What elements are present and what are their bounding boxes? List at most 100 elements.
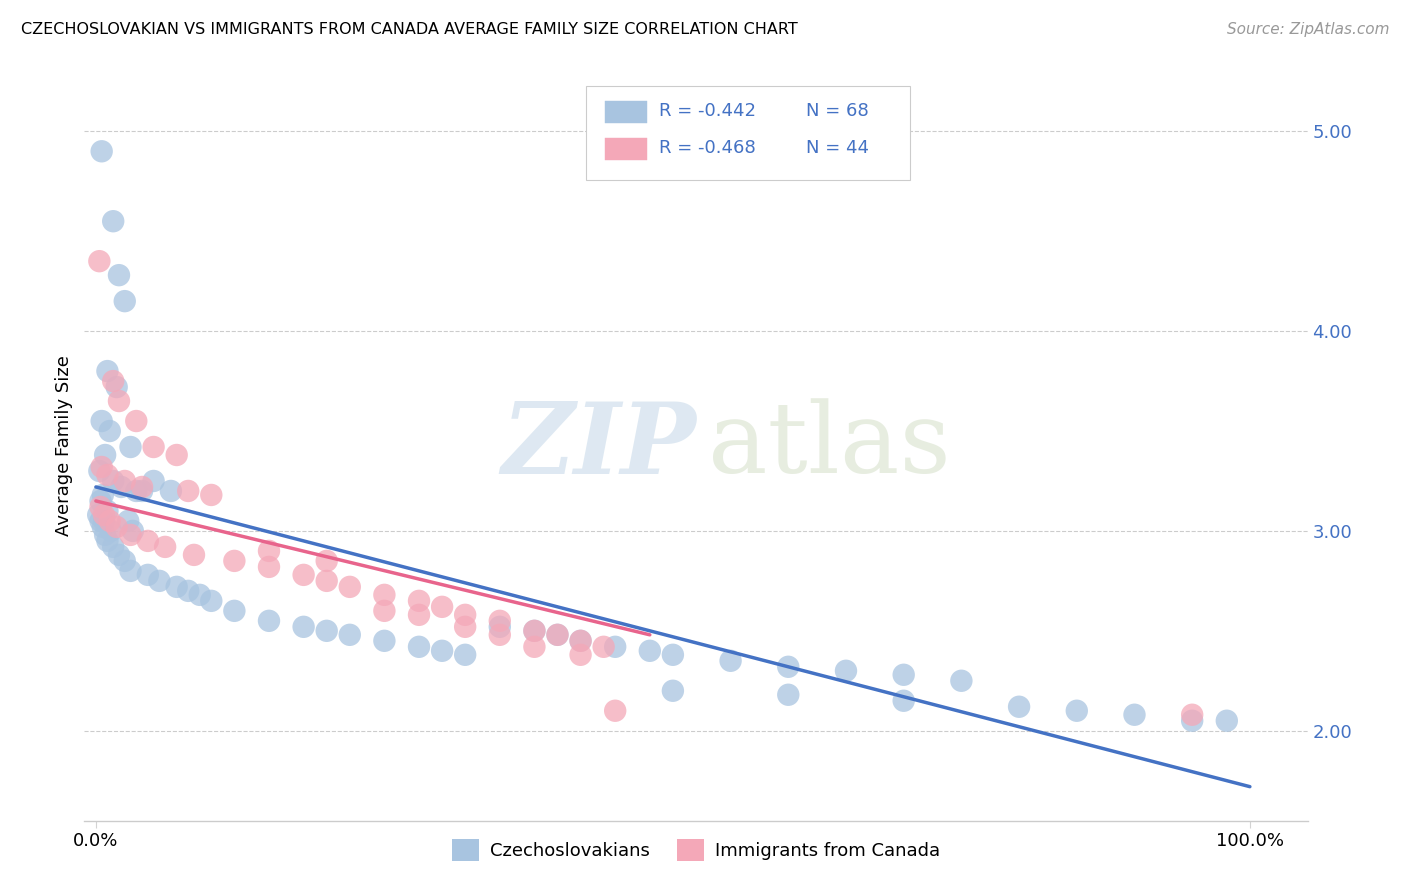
Point [89, 514, 111, 528]
Point [1216, 714, 1239, 728]
Text: N = 68: N = 68 [806, 102, 869, 120]
Point [108, 268, 131, 282]
Point [638, 644, 661, 658]
Point [373, 633, 395, 648]
Point [98, 424, 121, 438]
Point [166, 580, 188, 594]
Point [89, 494, 111, 508]
Point [408, 594, 430, 608]
Point [114, 474, 136, 488]
Point [523, 624, 546, 638]
Point [430, 599, 453, 614]
Point [257, 614, 280, 628]
Point [339, 580, 361, 594]
Point [1123, 707, 1146, 722]
Point [91, 520, 114, 534]
FancyBboxPatch shape [586, 87, 910, 180]
Point [315, 624, 337, 638]
Point [1008, 699, 1031, 714]
Point [488, 628, 510, 642]
Point [257, 544, 280, 558]
Point [100, 524, 122, 538]
Point [131, 483, 153, 498]
Text: Source: ZipAtlas.com: Source: ZipAtlas.com [1226, 22, 1389, 37]
Point [136, 567, 159, 582]
FancyBboxPatch shape [606, 138, 647, 160]
Point [166, 448, 188, 462]
Point [87, 508, 110, 522]
Text: CZECHOSLOVAKIAN VS IMMIGRANTS FROM CANADA AVERAGE FAMILY SIZE CORRELATION CHART: CZECHOSLOVAKIAN VS IMMIGRANTS FROM CANAD… [21, 22, 797, 37]
Point [373, 604, 395, 618]
Point [200, 594, 222, 608]
Point [1181, 714, 1204, 728]
Point [292, 620, 315, 634]
Point [662, 683, 685, 698]
Point [114, 294, 136, 309]
Point [835, 664, 858, 678]
Point [1181, 707, 1204, 722]
Point [224, 554, 246, 568]
Point [89, 464, 111, 478]
Point [569, 633, 592, 648]
Point [117, 514, 139, 528]
Point [153, 540, 176, 554]
Point [96, 504, 118, 518]
Point [105, 380, 128, 394]
Text: ZIP: ZIP [501, 398, 696, 494]
Text: R = -0.468: R = -0.468 [659, 139, 756, 157]
Point [373, 588, 395, 602]
Point [430, 644, 453, 658]
Point [177, 583, 200, 598]
Point [454, 620, 477, 634]
Point [720, 654, 742, 668]
Point [125, 483, 148, 498]
Point [98, 514, 121, 528]
Text: R = -0.442: R = -0.442 [659, 102, 756, 120]
Point [114, 554, 136, 568]
Point [131, 480, 153, 494]
Point [1066, 704, 1088, 718]
Point [547, 628, 569, 642]
Point [569, 648, 592, 662]
Point [339, 628, 361, 642]
Point [950, 673, 973, 688]
Point [177, 483, 200, 498]
Point [188, 588, 211, 602]
Point [893, 694, 915, 708]
Point [408, 607, 430, 622]
Point [108, 394, 131, 409]
Point [523, 624, 546, 638]
Point [200, 488, 222, 502]
Text: N = 44: N = 44 [806, 139, 869, 157]
Point [90, 460, 112, 475]
Point [148, 574, 170, 588]
Point [454, 607, 477, 622]
Point [315, 574, 337, 588]
Point [315, 554, 337, 568]
Point [103, 214, 125, 228]
Point [454, 648, 477, 662]
Point [89, 254, 111, 268]
Point [110, 480, 132, 494]
Point [592, 640, 614, 654]
Point [93, 514, 115, 528]
Point [103, 474, 125, 488]
Y-axis label: Average Family Size: Average Family Size [55, 356, 73, 536]
Point [662, 648, 685, 662]
Point [488, 620, 510, 634]
Point [523, 640, 546, 654]
Point [108, 548, 131, 562]
Point [94, 448, 117, 462]
Point [93, 508, 115, 522]
Point [96, 533, 118, 548]
FancyBboxPatch shape [606, 102, 647, 123]
Point [605, 704, 627, 718]
Point [142, 440, 165, 454]
Point [142, 474, 165, 488]
Point [605, 640, 627, 654]
Point [778, 688, 800, 702]
Point [94, 528, 117, 542]
Point [778, 660, 800, 674]
Text: atlas: atlas [709, 398, 950, 494]
Point [569, 633, 592, 648]
